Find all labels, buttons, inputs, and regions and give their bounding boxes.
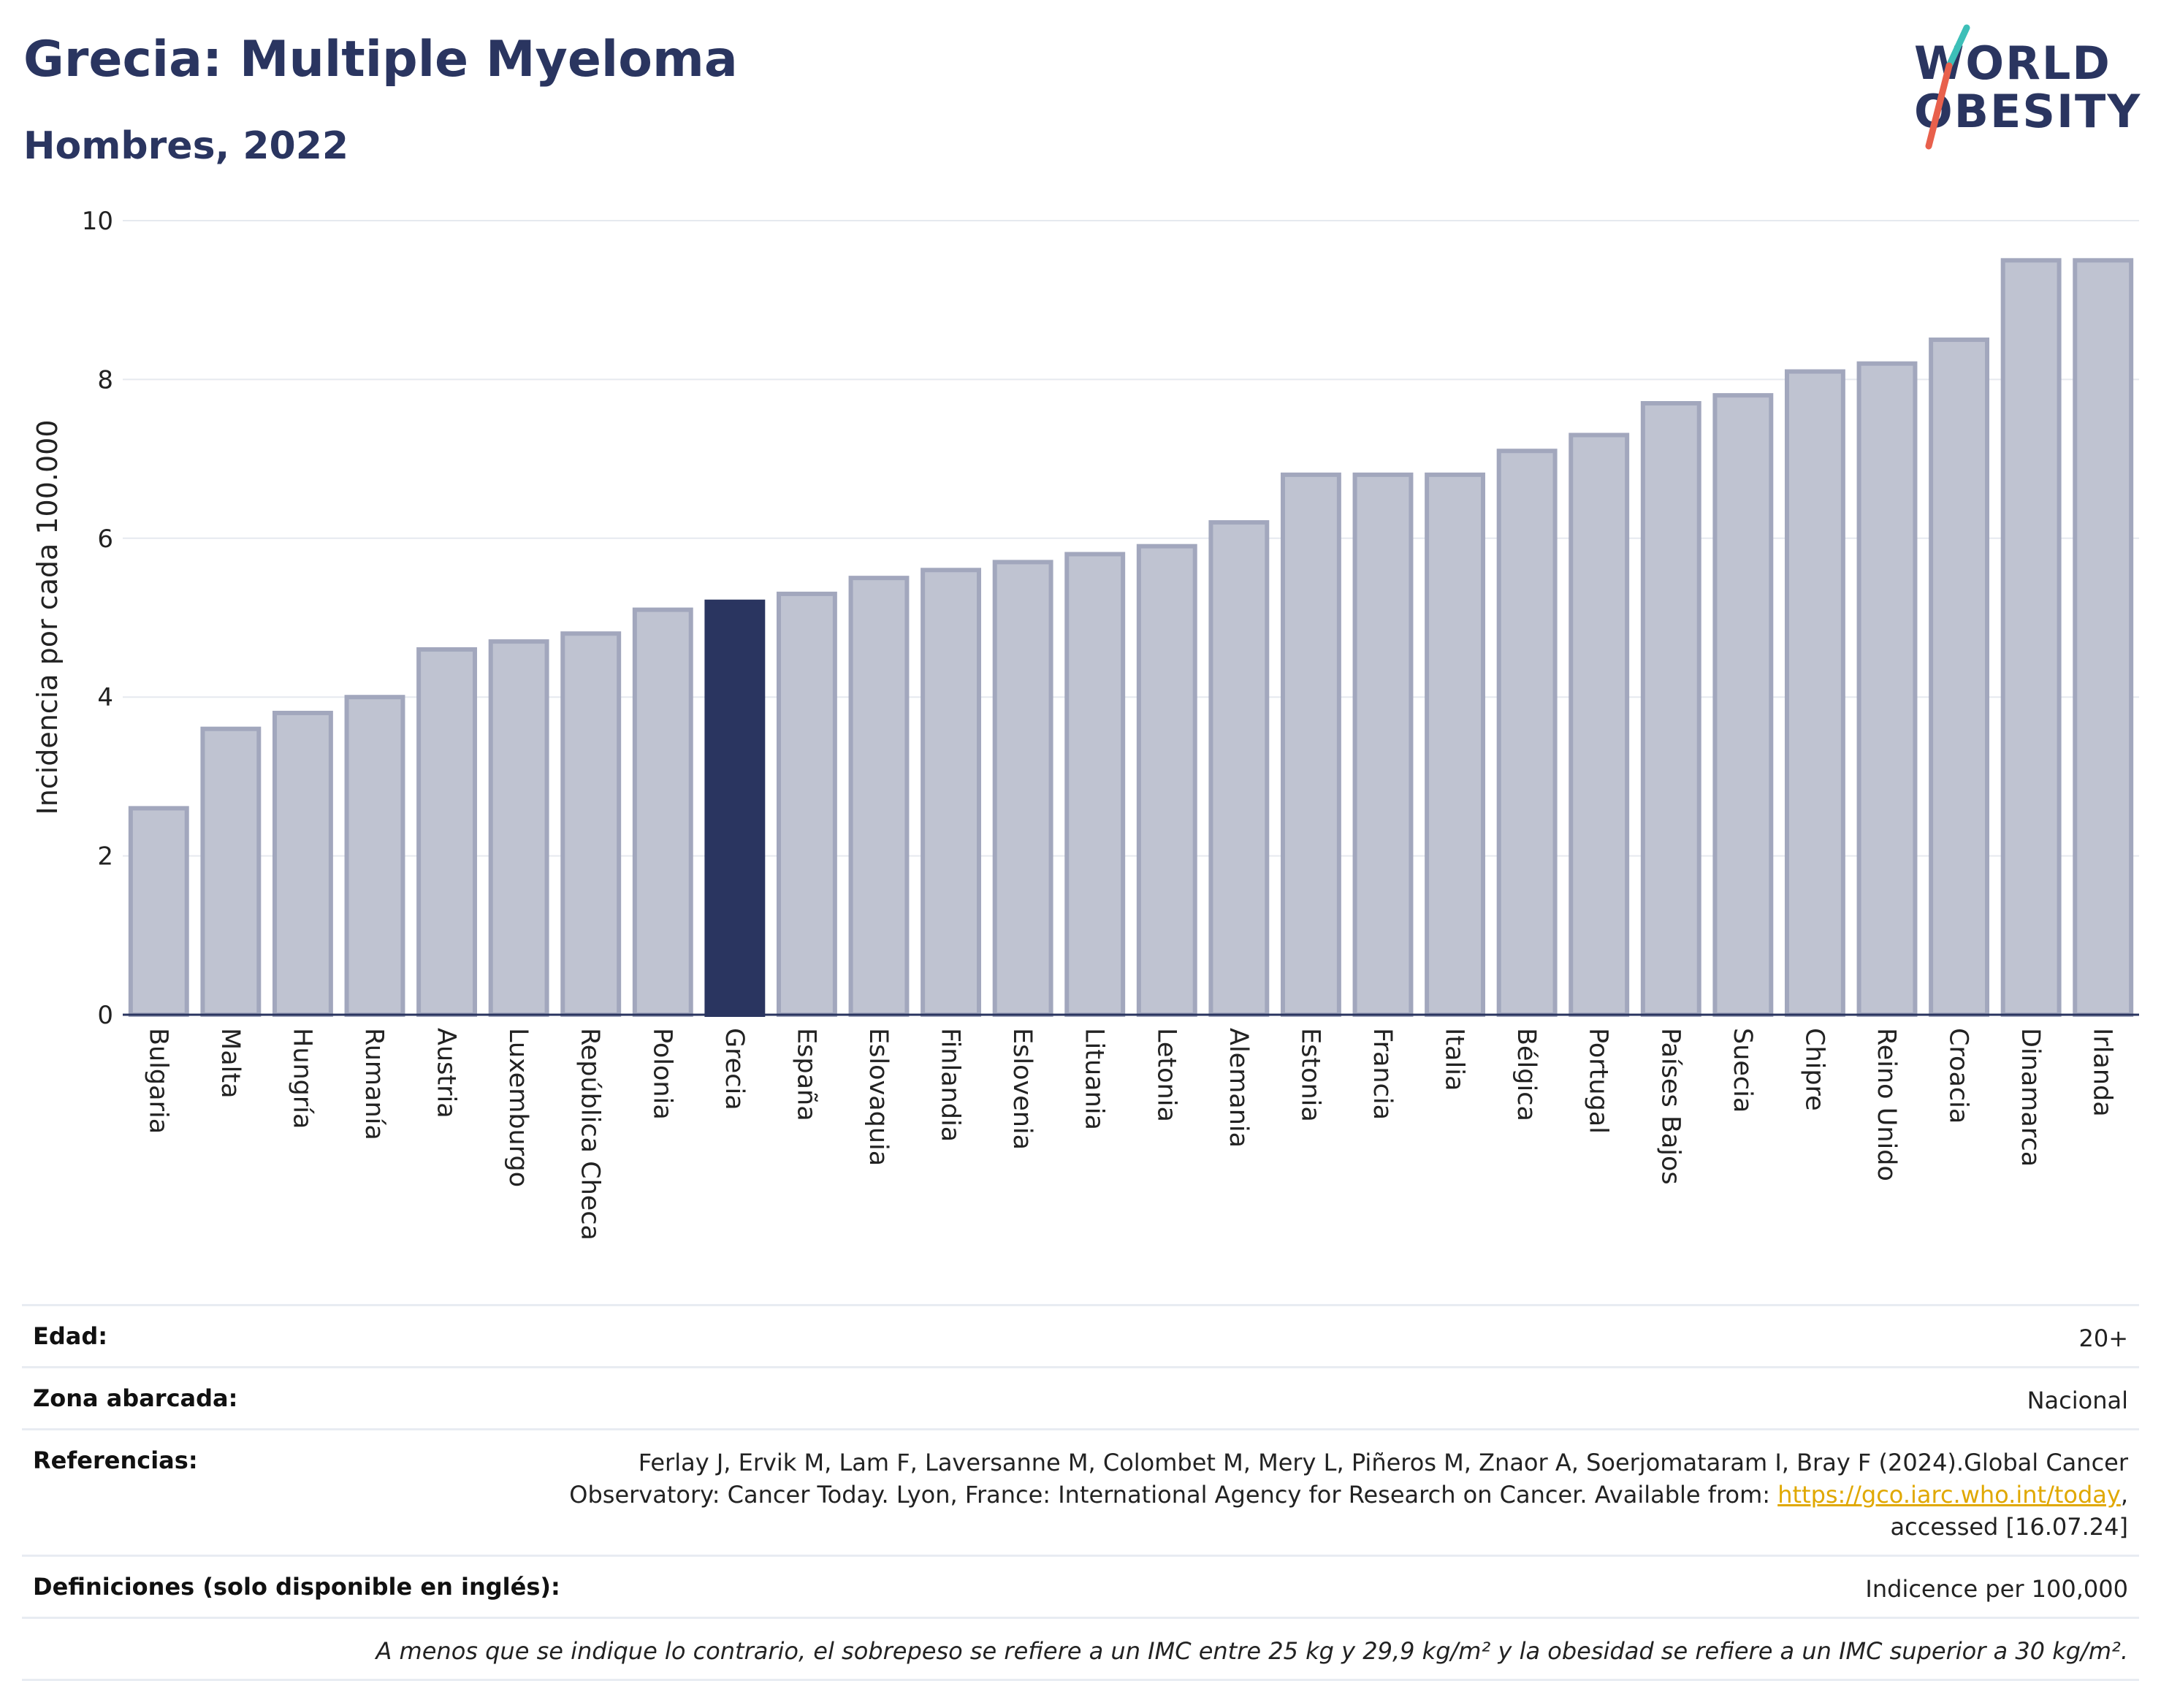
bar — [1136, 544, 1197, 1018]
x-tick-labels: Bulgaria Malta Hungría Rumanía Austria Luxemb… — [143, 1028, 2116, 1240]
logo-slash-icon — [1925, 24, 1970, 150]
x-tick-label: Chipre — [1799, 1028, 1829, 1111]
x-tick-label: Rumanía — [359, 1028, 389, 1140]
zona-label: Zona abarcada: — [33, 1384, 238, 1412]
x-tick-label: Italia — [1440, 1028, 1469, 1091]
x-tick-label: Eslovenia — [1007, 1028, 1037, 1150]
bar — [848, 576, 910, 1017]
info-table: Edad: 20+ Zona abarcada: Nacional Refere… — [22, 1304, 2139, 1681]
x-tick-label: Dinamarca — [2016, 1028, 2045, 1167]
bar — [1712, 393, 1774, 1017]
definiciones-label: Definiciones (solo disponible en inglés)… — [33, 1573, 560, 1601]
x-tick-label: Irlanda — [2088, 1028, 2117, 1117]
x-tick-label: Suecia — [1728, 1028, 1757, 1113]
bar — [1280, 472, 1341, 1017]
x-tick-label: Bulgaria — [143, 1028, 172, 1134]
x-tick-label: Letonia — [1151, 1028, 1181, 1122]
referencias-label: Referencias: — [33, 1446, 198, 1474]
bar — [921, 568, 982, 1017]
info-row-edad: Edad: 20+ — [22, 1304, 2139, 1366]
bar — [992, 560, 1053, 1018]
zona-value: Nacional — [2027, 1387, 2128, 1414]
bar — [488, 639, 549, 1017]
x-tick-label: Lituania — [1080, 1028, 1109, 1130]
x-tick-label: Portugal — [1584, 1028, 1613, 1134]
bar — [1208, 520, 1270, 1017]
info-row-referencias: Referencias: Ferlay J, Ervik M, Lam F, L… — [22, 1428, 2139, 1555]
bar — [1352, 472, 1414, 1017]
x-tick-label: Austria — [432, 1028, 461, 1118]
bar — [200, 726, 262, 1017]
bar — [1064, 552, 1126, 1018]
x-tick-label: Estonia — [1295, 1028, 1325, 1122]
bar — [1856, 361, 1918, 1018]
logo-line2: OBESITY — [1914, 85, 2142, 138]
y-tick-label: 0 — [97, 1001, 113, 1030]
y-tick-label: 4 — [97, 683, 113, 712]
bar — [344, 695, 405, 1017]
ref-line2-post: , — [2120, 1481, 2128, 1509]
bar-chart: 0 2 4 6 8 10 Bulgaria Malta Hungría Rumanía Austr… — [31, 207, 2139, 1240]
x-tick-label: República Checa — [576, 1028, 605, 1240]
bar — [776, 591, 837, 1017]
info-row-zona: Zona abarcada: Nacional — [22, 1366, 2139, 1428]
x-tick-label: Alemania — [1224, 1028, 1253, 1148]
bar — [1496, 449, 1558, 1018]
bar — [1425, 472, 1486, 1017]
x-tick-label: Finlandia — [936, 1028, 965, 1142]
x-tick-label: España — [791, 1028, 820, 1121]
y-tick-label: 6 — [97, 525, 113, 554]
x-tick-label: Países Bajos — [1655, 1028, 1685, 1185]
x-tick-label: Luxemburgo — [503, 1028, 533, 1187]
ref-line3: accessed [16.07.24] — [1890, 1513, 2128, 1541]
bar — [416, 647, 478, 1017]
bar-highlight — [704, 599, 766, 1017]
x-tick-label: Reino Unido — [1872, 1028, 1901, 1181]
y-tick-labels: 0 2 4 6 8 10 — [82, 207, 113, 1030]
info-row-definiciones: Definiciones (solo disponible en inglés)… — [22, 1555, 2139, 1617]
x-tick-label: Bélgica — [1512, 1028, 1541, 1121]
page-subtitle: Hombres, 2022 — [23, 124, 349, 168]
x-tick-label: Malta — [216, 1028, 245, 1099]
y-tick-label: 8 — [97, 365, 113, 394]
footnote: A menos que se indique lo contrario, el … — [376, 1637, 2128, 1665]
world-obesity-logo: WORLD OBESITY — [1907, 22, 2141, 153]
bar — [128, 806, 189, 1017]
ref-line1: Ferlay J, Ervik M, Lam F, Laversanne M, … — [638, 1449, 2128, 1476]
reference-link[interactable]: https://gco.iarc.who.int/today — [1777, 1481, 2121, 1509]
x-tick-label: Grecia — [720, 1028, 749, 1110]
ref-line2-pre: Observatory: Cancer Today. Lyon, France:… — [569, 1481, 1778, 1509]
edad-label: Edad: — [33, 1322, 108, 1350]
x-tick-label: Polonia — [647, 1028, 676, 1120]
edad-value: 20+ — [2078, 1324, 2128, 1352]
definiciones-value: Indicence per 100,000 — [1865, 1575, 2128, 1603]
bars — [123, 258, 2139, 1018]
bar — [1784, 369, 1845, 1017]
x-tick-label: Francia — [1368, 1028, 1397, 1120]
page-title: Grecia: Multiple Myeloma — [23, 31, 738, 88]
x-tick-label: Croacia — [1944, 1028, 1973, 1124]
bar — [272, 710, 333, 1017]
bar — [1929, 338, 1990, 1018]
referencias-value: Ferlay J, Ervik M, Lam F, Laversanne M, … — [569, 1446, 2128, 1543]
y-axis-label: Incidencia por cada 100.000 — [31, 419, 64, 815]
bar — [1640, 401, 1701, 1017]
y-tick-label: 2 — [97, 842, 113, 872]
x-tick-label: Eslovaquia — [864, 1028, 893, 1166]
bar — [632, 607, 693, 1017]
bar — [2073, 258, 2134, 1018]
x-tick-label: Hungría — [287, 1028, 316, 1129]
bar — [560, 631, 622, 1017]
info-row-note: A menos que se indique lo contrario, el … — [22, 1617, 2139, 1681]
y-tick-label: 10 — [82, 207, 113, 236]
bar — [2000, 258, 2062, 1018]
bar — [1569, 432, 1630, 1017]
